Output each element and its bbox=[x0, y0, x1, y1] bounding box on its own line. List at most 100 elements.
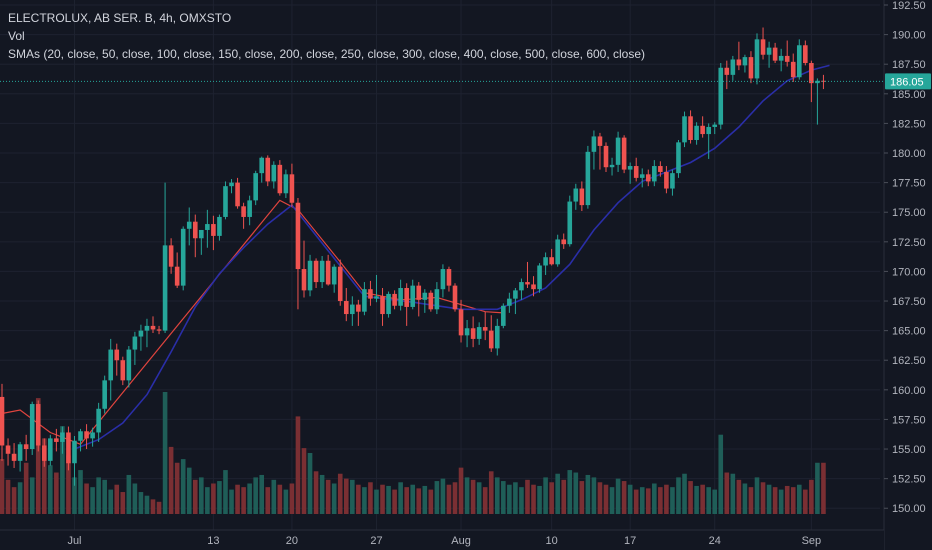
candle-body bbox=[302, 269, 307, 290]
candle-body bbox=[640, 174, 645, 178]
volume-indicator-label[interactable]: Vol bbox=[8, 27, 645, 45]
volume-bar bbox=[483, 487, 488, 514]
candle bbox=[181, 226, 186, 290]
volume-bar bbox=[78, 470, 83, 514]
candle-body bbox=[211, 224, 216, 236]
candle-body bbox=[453, 286, 458, 310]
volume-bar bbox=[567, 470, 572, 514]
candle-body bbox=[175, 267, 180, 286]
last-price-badge: 186.05 bbox=[885, 73, 931, 89]
price-axis[interactable]: 150.00 152.50 155.00 157.50 160.00 162.50 165.… bbox=[884, 0, 932, 550]
volume-bar bbox=[211, 484, 216, 515]
volume-bar bbox=[121, 492, 126, 514]
volume-bar bbox=[169, 447, 174, 514]
volume-bar bbox=[791, 487, 796, 514]
volume-bar bbox=[416, 488, 421, 514]
candle-body bbox=[537, 266, 542, 290]
candle-body bbox=[785, 56, 790, 62]
time-tick-label: 20 bbox=[286, 535, 298, 547]
volume-bar bbox=[646, 488, 651, 514]
candle-body bbox=[60, 432, 65, 441]
volume-bar bbox=[392, 490, 397, 514]
volume-bar bbox=[761, 482, 766, 514]
volume-bar bbox=[259, 475, 264, 514]
candle-body bbox=[670, 173, 675, 188]
volume-bar bbox=[133, 484, 138, 515]
candle-body bbox=[398, 288, 403, 306]
candle bbox=[253, 171, 258, 205]
candle-body bbox=[410, 286, 415, 307]
volume-bar bbox=[320, 475, 325, 514]
volume-bar bbox=[54, 473, 59, 514]
candle-body bbox=[779, 56, 784, 61]
volume-bar bbox=[308, 453, 313, 514]
price-tick-label: 152.50 bbox=[892, 474, 926, 486]
candle-body bbox=[24, 444, 29, 449]
candle bbox=[308, 255, 313, 296]
candle-body bbox=[706, 127, 711, 134]
candle-body bbox=[404, 288, 409, 307]
candle bbox=[278, 160, 283, 196]
candle-body bbox=[429, 293, 434, 310]
volume-bar bbox=[549, 482, 554, 514]
candle-body bbox=[344, 301, 349, 314]
volume-bar bbox=[163, 392, 168, 514]
volume-bar bbox=[338, 474, 343, 514]
candle bbox=[676, 140, 681, 178]
candle-body bbox=[217, 217, 222, 236]
candle-body bbox=[235, 183, 240, 207]
candle-body bbox=[314, 261, 319, 282]
candle-body bbox=[199, 230, 204, 238]
candle-body bbox=[6, 445, 11, 453]
candle-body bbox=[731, 59, 736, 74]
candle-body bbox=[36, 404, 41, 445]
volume-bar bbox=[586, 475, 591, 514]
volume-bar bbox=[429, 490, 434, 514]
price-tick-label: 162.50 bbox=[892, 355, 926, 367]
volume-bar bbox=[235, 485, 240, 514]
last-price-label: 186.05 bbox=[890, 76, 924, 88]
volume-bar bbox=[634, 490, 639, 514]
price-tick-label: 172.50 bbox=[892, 237, 926, 249]
volume-bar bbox=[779, 490, 784, 514]
volume-bar bbox=[139, 492, 144, 514]
sma-indicator-label[interactable]: SMAs (20, close, 50, close, 100, close, … bbox=[8, 45, 645, 63]
candle-body bbox=[682, 116, 687, 142]
symbol-title[interactable]: ELECTROLUX, AB SER. B, 4h, OMXSTO bbox=[8, 9, 645, 27]
candle-body bbox=[610, 165, 615, 167]
volume-bar bbox=[410, 485, 415, 514]
volume-bar bbox=[217, 481, 222, 514]
volume-bar bbox=[682, 474, 687, 514]
candle-body bbox=[622, 138, 627, 170]
price-tick-label: 165.00 bbox=[892, 326, 926, 338]
candle-body bbox=[767, 48, 772, 55]
time-tick-label: Jul bbox=[67, 535, 81, 547]
volume-bar bbox=[670, 487, 675, 514]
volume-bar bbox=[658, 487, 663, 514]
candle-body bbox=[362, 289, 367, 311]
candle-body bbox=[127, 350, 132, 381]
time-tick-label: 27 bbox=[370, 535, 382, 547]
candle-body bbox=[646, 174, 651, 181]
candle-body bbox=[181, 229, 186, 286]
time-tick-label: 24 bbox=[709, 535, 721, 547]
candle bbox=[30, 402, 35, 455]
volume-bar bbox=[737, 480, 742, 514]
candle-body bbox=[78, 431, 83, 440]
candle-body bbox=[743, 57, 748, 65]
price-tick-label: 190.00 bbox=[892, 30, 926, 42]
candle-body bbox=[519, 282, 524, 290]
candle-body bbox=[145, 326, 150, 331]
price-tick-label: 192.50 bbox=[892, 0, 926, 12]
volume-bar bbox=[6, 480, 11, 514]
candle-body bbox=[598, 136, 603, 145]
time-axis[interactable]: Jul 13 20 27 Aug 10 17 24 Sep bbox=[0, 530, 884, 550]
volume-bar bbox=[302, 448, 307, 514]
volume-bar bbox=[712, 490, 717, 514]
volume-bar bbox=[326, 480, 331, 514]
volume-bar bbox=[187, 468, 192, 514]
candle-body bbox=[72, 441, 77, 463]
volume-bar bbox=[507, 485, 512, 514]
